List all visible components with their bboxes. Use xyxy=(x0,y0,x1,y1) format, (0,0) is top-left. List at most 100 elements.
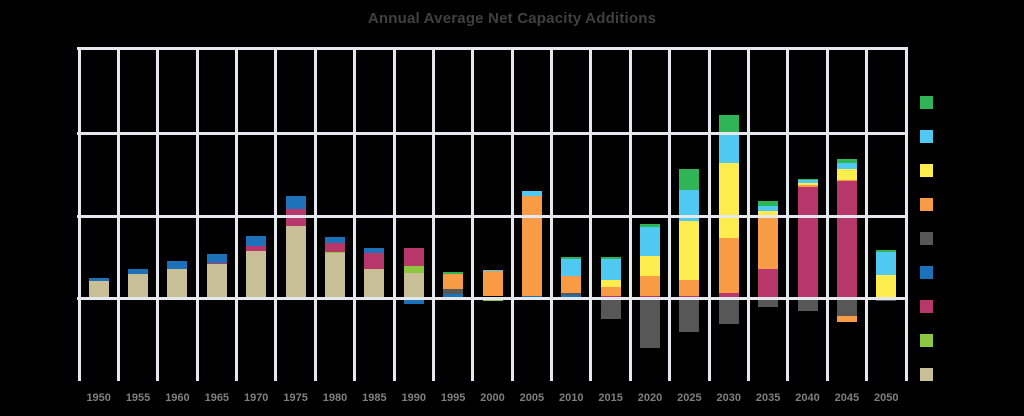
x-axis-label: 1950 xyxy=(86,392,111,404)
bar-segment-orange xyxy=(679,279,700,297)
bar-segment-lime xyxy=(324,251,345,254)
bar-segment-yellow xyxy=(600,279,621,288)
bar-segment-orange xyxy=(758,215,779,270)
bar-segment-orange xyxy=(443,274,464,289)
bar-segment-tan xyxy=(128,274,149,298)
gridline-horizontal xyxy=(77,131,908,135)
bar-segment-gray xyxy=(718,298,739,325)
x-axis-label: 1990 xyxy=(401,392,426,404)
bar-segment-blue xyxy=(443,293,464,298)
bar-segment-yellow xyxy=(718,162,739,239)
bar-segment-magenta xyxy=(797,187,818,298)
bar-segment-gray xyxy=(443,288,464,294)
gridline-horizontal xyxy=(77,46,908,50)
bar-segment-yellow xyxy=(758,211,779,216)
chart-title: Annual Average Net Capacity Additions xyxy=(367,10,657,27)
bar-segment-tan xyxy=(364,269,385,298)
x-axis-label: 1955 xyxy=(125,392,151,404)
x-axis-label: 2015 xyxy=(598,392,623,404)
x-axis-label: 2045 xyxy=(834,392,860,404)
bar-segment-green xyxy=(836,159,857,163)
bar-segment-blue xyxy=(128,268,149,275)
bar-segment-yellow xyxy=(679,220,700,280)
bar-segment-tan xyxy=(206,264,227,298)
bar-segment-tan xyxy=(246,250,267,298)
bar-segment-sky xyxy=(561,258,582,277)
bar-segment-blue xyxy=(246,235,267,246)
x-axis-label: 2000 xyxy=(480,392,505,404)
bar-segment-magenta xyxy=(836,181,857,298)
bar-segment-yellow xyxy=(640,256,661,277)
bar-segment-magenta xyxy=(403,247,424,267)
bar-segment-tan xyxy=(403,272,424,298)
bar-segment-magenta xyxy=(718,292,739,298)
bar-segment-green xyxy=(876,250,897,252)
bar-segment-tan xyxy=(88,281,109,298)
bar-segment-green xyxy=(679,169,700,191)
bar-segment-orange xyxy=(718,238,739,293)
bar-segment-blue xyxy=(285,196,306,209)
bar-segment-blue xyxy=(324,236,345,244)
bar-segment-magenta xyxy=(206,262,227,265)
gridline-horizontal xyxy=(77,214,908,218)
bar-segment-orange xyxy=(836,316,857,322)
bar-segment-orange xyxy=(482,271,503,297)
bar-segment-blue xyxy=(88,277,109,282)
bar-segment-sky xyxy=(482,269,503,272)
bar-segment-sky xyxy=(876,251,897,276)
bar-segment-magenta xyxy=(246,245,267,251)
bar-segment-blue xyxy=(167,261,188,270)
bar-segment-gray xyxy=(561,292,582,296)
x-axis-label: 2005 xyxy=(519,392,545,404)
x-axis-label: 1975 xyxy=(283,392,308,404)
x-axis-label: 2035 xyxy=(755,392,781,404)
x-axis-label: 1960 xyxy=(165,392,190,404)
bar-segment-green xyxy=(797,178,818,181)
bar-segment-sky xyxy=(679,190,700,221)
bar-segment-gray xyxy=(758,298,779,308)
bar-segment-tan xyxy=(285,225,306,298)
x-axis-label: 2020 xyxy=(637,392,663,404)
bar-segment-gray xyxy=(640,298,661,348)
bar-segment-lime xyxy=(403,266,424,273)
bar-segment-orange xyxy=(640,276,661,297)
bar-segment-magenta xyxy=(758,269,779,298)
bar-segment-sky xyxy=(836,162,857,169)
x-axis-label: 1985 xyxy=(362,392,387,404)
bar-segment-sky xyxy=(521,191,542,197)
bar-segment-tan xyxy=(167,269,188,298)
x-axis-label: 1965 xyxy=(204,392,230,404)
bar-segment-orange xyxy=(797,185,818,188)
x-axis-label: 2010 xyxy=(559,392,584,404)
bar-segment-magenta xyxy=(324,243,345,252)
x-axis-label: 2050 xyxy=(874,392,899,404)
bar-segment-green xyxy=(443,271,464,275)
x-axis-label: 2025 xyxy=(677,392,702,404)
bar-segment-gray xyxy=(797,298,818,312)
bar-segment-orange xyxy=(561,276,582,293)
bar-segment-yellow xyxy=(836,168,857,180)
bar-segment-green xyxy=(758,200,779,207)
bar-segment-green xyxy=(600,256,621,260)
bar-segment-yellow xyxy=(876,275,897,298)
bar-segment-gray xyxy=(679,298,700,332)
bar-segment-blue xyxy=(206,254,227,263)
bar-segment-blue xyxy=(364,248,385,254)
zero-gridline xyxy=(77,296,908,300)
bar-segment-sky xyxy=(797,180,818,183)
bar-segment-gray xyxy=(600,298,621,319)
bar-segment-green xyxy=(640,224,661,227)
bar-segment-magenta xyxy=(364,253,385,270)
bar-segment-gray xyxy=(836,298,857,317)
x-axis-label: 2040 xyxy=(795,392,820,404)
bar-segment-yellow xyxy=(797,182,818,186)
bar-segment-orange xyxy=(600,287,621,297)
bar-segment-tan xyxy=(324,253,345,298)
x-axis-label: 1980 xyxy=(322,392,348,404)
bar-segment-green xyxy=(718,114,739,136)
bar-segment-sky xyxy=(758,206,779,212)
bar-segment-sky xyxy=(640,226,661,256)
x-axis-label: 2030 xyxy=(716,392,742,404)
